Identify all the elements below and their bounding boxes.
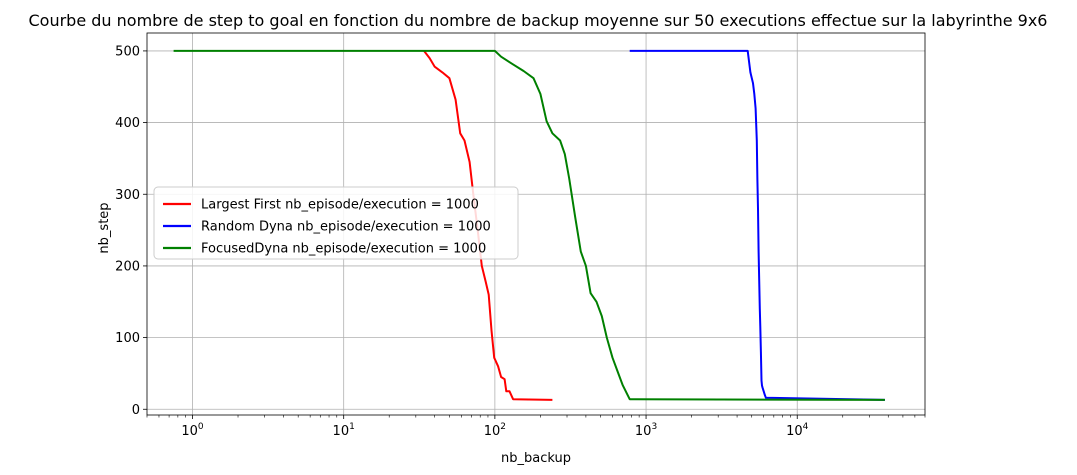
y-tick-label: 300 [115, 188, 140, 203]
y-axis-label: nb_step [97, 202, 112, 253]
x-tick-label-exponent: 1 [349, 422, 355, 432]
plot-area-frame [146, 32, 926, 416]
y-tick-label: 400 [115, 116, 140, 131]
legend-label-2: Random Dyna nb_episode/execution = 1000 [201, 220, 491, 235]
x-axis-label: nb_backup [501, 451, 571, 466]
x-tick-label-base: 10 [635, 424, 652, 439]
y-tick-label: 500 [115, 44, 140, 59]
series-lines [173, 49, 885, 401]
y-axis-ticks: 0 100 200 300 400 500 [115, 44, 147, 418]
x-tick-label-exponent: 4 [803, 422, 809, 432]
legend-label-1: Largest First nb_episode/execution = 100… [201, 198, 479, 213]
y-tick-label: 0 [132, 403, 140, 418]
x-axis-ticks: 100 101 102 103 104 [181, 415, 809, 439]
x-tick-label: 103 [635, 422, 657, 439]
minor-ticks [146, 415, 926, 418]
chart-title: Courbe du nombre de step to goal en fonc… [29, 11, 1048, 30]
x-tick-label: 104 [786, 422, 809, 439]
x-tick-label-base: 10 [181, 424, 198, 439]
y-tick-label: 100 [115, 331, 140, 346]
series-line-2 [629, 49, 885, 401]
x-tick-label: 100 [181, 422, 204, 439]
y-tick-label: 200 [115, 259, 140, 274]
series-line-3 [173, 49, 885, 401]
legend-box [153, 186, 519, 260]
x-tick-label: 102 [484, 422, 506, 439]
x-tick-label: 101 [333, 422, 355, 439]
series-line-1 [423, 50, 553, 401]
legend: Largest First nb_episode/execution = 100… [153, 186, 519, 260]
x-tick-label-exponent: 2 [500, 422, 506, 432]
x-tick-label-base: 10 [786, 424, 803, 439]
legend-label-3: FocusedDyna nb_episode/execution = 1000 [201, 242, 486, 257]
x-tick-label-exponent: 3 [651, 422, 657, 432]
x-tick-label-base: 10 [333, 424, 350, 439]
x-tick-label-exponent: 0 [198, 422, 204, 432]
x-tick-label-base: 10 [484, 424, 501, 439]
